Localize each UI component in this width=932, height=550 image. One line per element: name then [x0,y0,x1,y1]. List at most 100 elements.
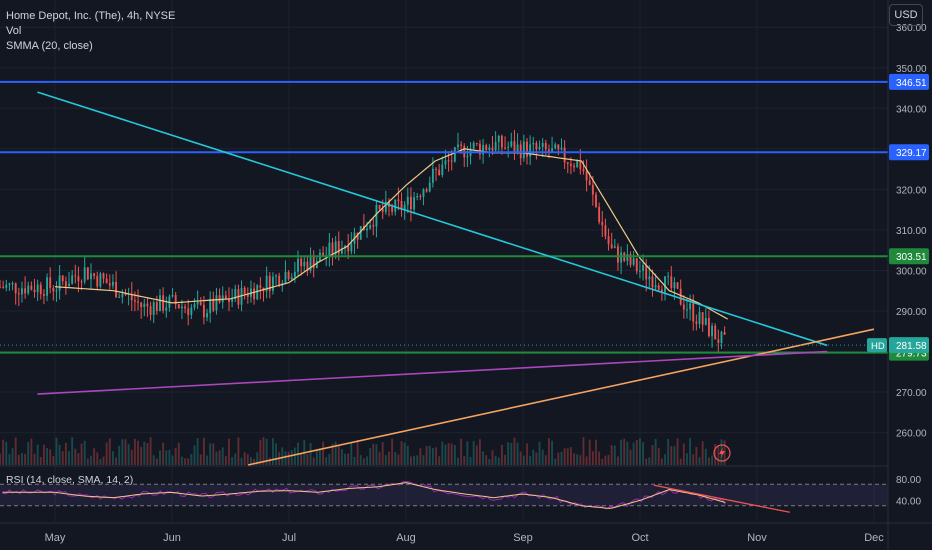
volume-bar [491,450,494,465]
x-tick-label: Jun [163,532,181,544]
candle-body [695,321,698,324]
volume-bar [497,457,500,465]
candle-body [209,298,212,314]
candle-body [177,304,180,309]
candle-body [315,260,318,269]
volume-bar [488,458,491,465]
currency-button[interactable]: USD [889,4,923,26]
volume-bar [293,447,296,465]
volume-bar [482,451,485,465]
candle-body [202,304,205,318]
candle-body [300,258,303,267]
candle-body [5,284,8,288]
candle-body [2,286,5,288]
candle-body [406,196,409,205]
volume-bar [479,439,481,465]
candle-body [212,298,215,311]
volume-bar [118,445,121,465]
rsi-ma-line [2,482,726,509]
volume-bar [130,449,133,465]
volume-bar [243,452,246,465]
candle-body [309,255,312,271]
volume-bar [334,441,337,465]
candle-body [42,294,45,296]
candle-body [253,288,256,300]
candle-body [278,275,281,286]
volume-bar [701,441,704,465]
volume-indicator-label[interactable]: Vol [6,25,22,37]
candle-body [199,302,202,305]
candle-body [394,199,397,212]
level-price-label: 346.51 [896,78,927,89]
volume-bar [422,455,425,465]
candle-body [146,303,149,307]
trendline-cyan [37,91,828,347]
candle-body [648,276,651,280]
candle-body [441,164,444,176]
candle-body [576,160,579,168]
price-axis [888,0,932,550]
volume-bar [221,447,224,465]
candle-body [413,197,416,210]
candle-body [39,284,42,295]
candle-body [234,288,237,300]
volume-bar [33,453,36,465]
candle-body [457,144,459,148]
candle-body [397,199,400,202]
volume-bar [319,448,321,465]
candle-body [595,194,597,207]
candle-body [328,242,331,256]
candle-body [491,147,494,151]
candle-body [507,146,510,148]
volume-bar [86,458,89,465]
candle-body [500,135,503,148]
volume-bar [403,442,406,465]
volume-bar [356,439,359,465]
volume-bar [557,452,560,465]
rsi-indicator-label[interactable]: RSI (14, close, SMA, 14, 2) [6,474,134,486]
volume-bar [77,453,80,465]
candle-body [206,313,208,318]
candle-body [645,265,648,280]
candle-body [80,281,83,283]
volume-bar [340,449,343,465]
volume-bar [457,457,459,465]
volume-bar [453,444,456,465]
candle-body [704,317,707,325]
smma-indicator-label[interactable]: SMMA (20, close) [6,40,93,52]
volume-bar [635,439,638,465]
candle-body [27,285,30,294]
volume-bar [108,438,111,465]
volume-bar [638,438,641,465]
candle-body [64,281,67,287]
volume-bar [99,458,102,465]
volume-bar [49,449,52,465]
rsi-divergence-line [653,484,790,513]
volume-bar [39,457,42,465]
candle-body [14,283,17,294]
last-price-tag [889,337,929,354]
candle-body [400,201,403,210]
volume-bar [312,457,315,465]
volume-bar [695,446,698,465]
candle-body [701,312,704,325]
candle-body [215,295,218,311]
volume-bar [246,454,249,465]
candle-body [322,252,325,257]
candle-body [99,273,102,287]
volume-bar [149,437,152,465]
volume-bar [5,441,8,465]
volume-bar [168,449,171,465]
candle-body [419,195,422,197]
candle-body [359,226,362,240]
y-tick-label: 290.00 [896,307,927,318]
volume-bar [566,448,569,465]
volume-bar [190,453,193,465]
candle-body [140,302,143,308]
volume-bar [231,457,234,465]
y-tick-label: 360.00 [896,23,927,34]
candle-body [548,149,550,153]
volume-bar [723,440,726,465]
